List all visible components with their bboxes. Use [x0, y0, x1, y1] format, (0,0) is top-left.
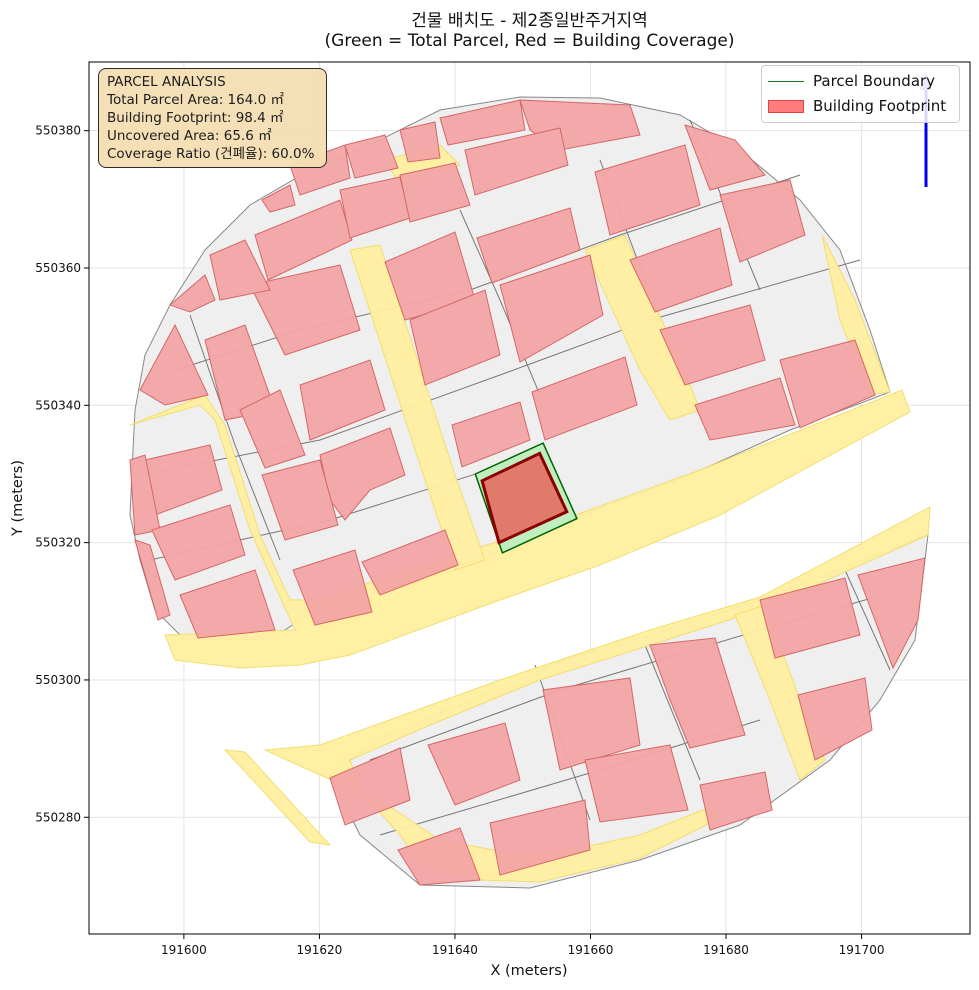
x-tick-label: 191640: [432, 943, 478, 957]
y-axis-ticks: 550280 550300 550320 550340 550360 550380: [35, 124, 89, 824]
y-tick-label: 550300: [35, 673, 81, 687]
legend-item-building: Building Footprint: [768, 97, 946, 115]
y-tick-label: 550280: [35, 810, 81, 824]
legend-label-parcel: Parcel Boundary: [813, 72, 936, 90]
legend: Parcel Boundary Building Footprint: [761, 65, 960, 123]
parcel-analysis-box: PARCEL ANALYSIS Total Parcel Area: 164.0…: [98, 68, 327, 168]
map-scene: [129, 96, 931, 889]
chart-title: 건물 배치도 - 제2종일반주거지역: [411, 11, 648, 31]
legend-swatch-building: [768, 99, 804, 113]
x-tick-label: 191600: [161, 943, 207, 957]
x-tick-label: 191620: [297, 943, 343, 957]
legend-label-building: Building Footprint: [813, 97, 947, 115]
target-parcel-group: [474, 442, 578, 554]
info-uncovered: Uncovered Area: 65.6 ㎡: [107, 128, 272, 144]
y-tick-label: 550380: [35, 124, 81, 138]
y-axis-label: Y (meters): [10, 460, 26, 537]
context-buildings: [129, 99, 926, 886]
plot-frame: [88, 61, 971, 935]
legend-swatch-parcel: [768, 80, 804, 82]
x-tick-label: 191680: [703, 943, 749, 957]
x-tick-label: 191660: [568, 943, 614, 957]
info-total-area: Total Parcel Area: 164.0 ㎡: [107, 92, 284, 108]
legend-item-parcel: Parcel Boundary: [768, 72, 935, 90]
x-axis-label: X (meters): [490, 963, 567, 979]
target-building-footprint: [480, 451, 569, 545]
chart-subtitle: (Green = Total Parcel, Red = Building Co…: [324, 31, 735, 51]
x-tick-label: 191700: [839, 943, 885, 957]
info-heading: PARCEL ANALYSIS: [107, 74, 226, 90]
y-tick-label: 550340: [35, 398, 81, 412]
x-axis-ticks: 191600 191620 191640 191660 191680 191700: [161, 934, 885, 957]
y-tick-label: 550360: [35, 261, 81, 275]
info-footprint: Building Footprint: 98.4 ㎡: [107, 110, 284, 126]
info-coverage: Coverage Ratio (건폐율): 60.0%: [107, 146, 315, 162]
y-tick-label: 550320: [35, 536, 81, 550]
